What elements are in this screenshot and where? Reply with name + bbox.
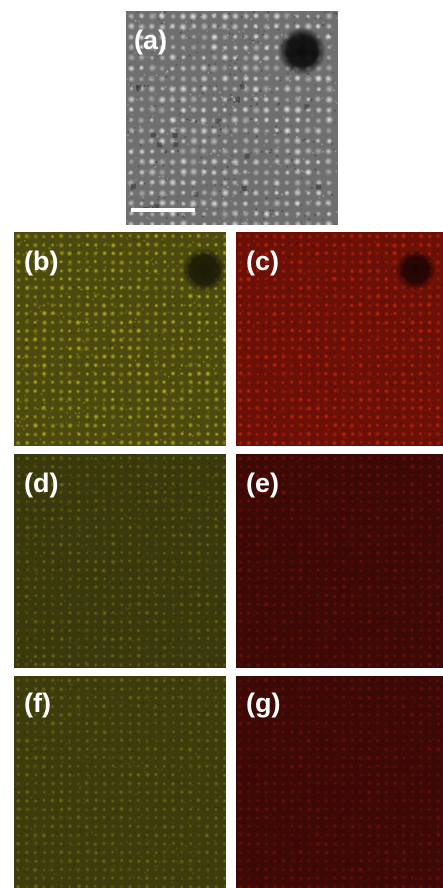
panel-g-atom-columns [237, 676, 442, 888]
panel-a-lattice [126, 11, 338, 225]
panel-g-lattice [236, 676, 443, 888]
panel-e-lattice [236, 454, 443, 668]
panel-d-lattice [14, 454, 226, 668]
panel-b-label: (b) [24, 246, 59, 276]
panel-f-map: (f) [14, 676, 226, 888]
panel-f-label: (f) [24, 688, 51, 718]
panel-e-map: (e) [236, 454, 443, 668]
panel-c-dark-defect [396, 250, 436, 290]
panel-d-map: (d) [14, 454, 226, 668]
panel-c-lattice [236, 232, 443, 446]
panel-b-map: (b) [14, 232, 226, 446]
panel-b-lattice [14, 232, 226, 446]
panel-g-map: (g) [236, 676, 443, 888]
panel-f-lattice [14, 676, 226, 888]
panel-a-label: (a) [134, 25, 167, 55]
panel-g-background [236, 676, 443, 888]
panel-e-atom-columns [237, 455, 442, 668]
panel-c-map: (c) [236, 232, 443, 446]
panel-f-atom-columns [15, 677, 226, 888]
panel-a-haadf-image: (a) [126, 11, 338, 225]
panel-b-dark-defect [182, 248, 226, 292]
scale-bar [131, 208, 195, 212]
panel-e-background [236, 454, 443, 668]
panel-g-label: (g) [246, 688, 281, 718]
panel-c-label: (c) [246, 246, 279, 276]
panel-d-label: (d) [24, 468, 59, 498]
panel-d-atom-columns [15, 455, 226, 668]
panel-a-dark-defect [278, 27, 326, 75]
panel-e-label: (e) [246, 468, 279, 498]
panel-c-atom-columns [237, 232, 442, 446]
